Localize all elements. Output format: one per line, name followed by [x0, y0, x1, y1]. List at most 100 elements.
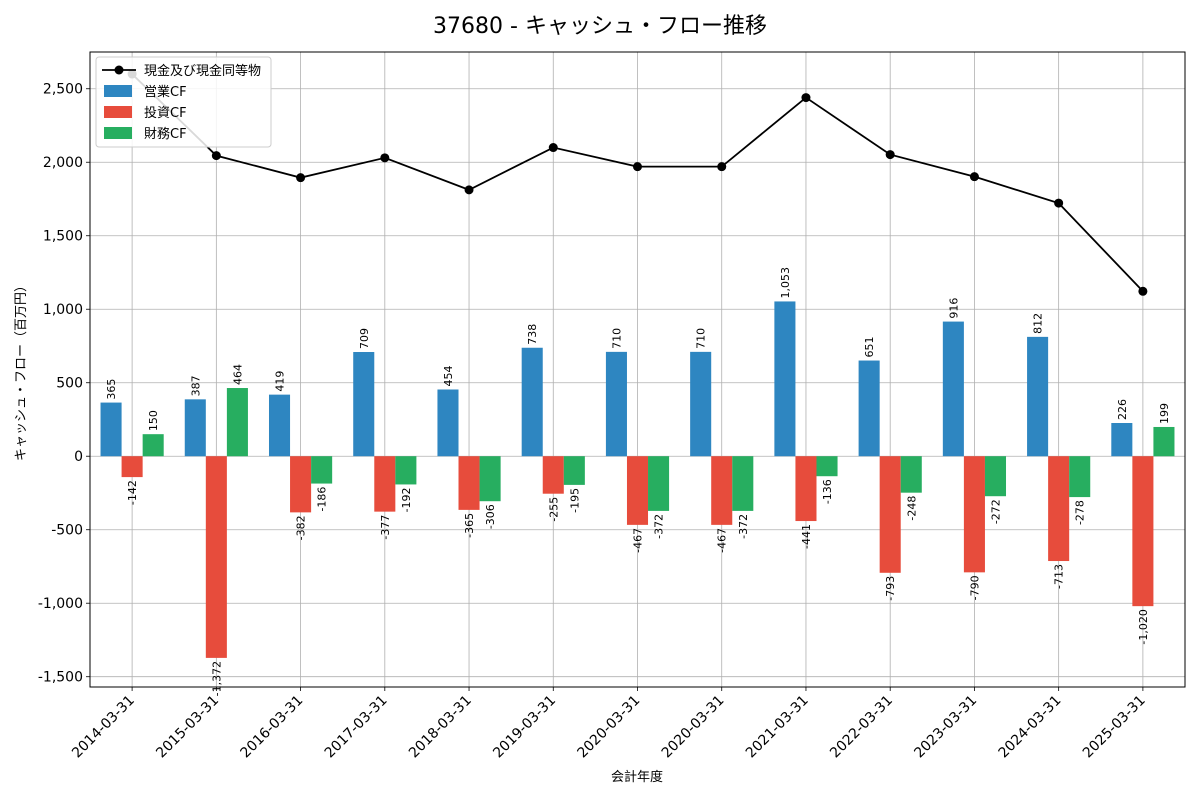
bar-value-label: -192 — [400, 487, 413, 512]
bar — [816, 456, 838, 477]
bar — [900, 456, 922, 493]
y-tick-label: -1,000 — [38, 596, 83, 612]
bar — [732, 456, 754, 511]
bar — [311, 456, 333, 484]
bar — [458, 456, 480, 510]
bar — [521, 347, 543, 457]
bar-value-label: 1,053 — [779, 267, 792, 299]
bar-value-label: -1,020 — [1137, 609, 1150, 644]
bar-value-label: -382 — [295, 515, 308, 540]
cash-line-point — [380, 153, 390, 163]
bar-value-label: -272 — [989, 499, 1002, 524]
bar-value-label: -377 — [379, 515, 392, 540]
x-tick-label: 2020-03-31 — [659, 693, 728, 762]
bar — [395, 456, 417, 485]
bar — [626, 456, 649, 525]
bar-value-label: -248 — [905, 496, 918, 521]
bar-value-label: 419 — [274, 371, 287, 392]
x-tick-label: 2017-03-31 — [322, 693, 391, 762]
bar — [563, 456, 585, 485]
y-tick-label: 2,500 — [43, 82, 83, 98]
bar — [605, 351, 627, 457]
x-tick-label: 2024-03-31 — [996, 693, 1065, 762]
bar-value-label: -136 — [821, 479, 834, 504]
bar-value-label: 387 — [189, 375, 202, 396]
legend-marker-swatch — [114, 65, 124, 75]
bar-value-label: -713 — [1053, 564, 1066, 589]
bar-value-label: -142 — [126, 480, 139, 505]
y-tick-label: 1,000 — [43, 302, 83, 318]
bar-value-label: -467 — [716, 528, 729, 553]
bar-value-label: -1,372 — [210, 661, 223, 696]
bar — [226, 388, 248, 457]
y-tick-label: 2,000 — [43, 155, 83, 171]
bar — [268, 394, 291, 457]
x-axis: 2014-03-31 2015-03-31 2016-03-31 2017-03-31… — [69, 687, 1149, 761]
x-tick-label: 2025-03-31 — [1080, 693, 1149, 762]
cash-line-point — [633, 162, 642, 172]
bar — [1111, 423, 1133, 457]
x-tick-label: 2019-03-31 — [490, 693, 559, 762]
cash-line-point — [548, 143, 558, 153]
bar — [142, 434, 164, 457]
bars-layer: 365 387 419 709 454 738 710 710 1,053 651 916 812 22… — [100, 267, 1175, 696]
cash-line-point — [801, 93, 811, 103]
bar-value-label: 365 — [105, 379, 118, 400]
bar-value-label: -186 — [316, 487, 329, 512]
legend-bar-swatch — [104, 127, 132, 139]
x-tick-label: 2015-03-31 — [153, 693, 222, 762]
x-tick-label: 2020-03-31 — [574, 693, 643, 762]
chart-title: 37680 - キャッシュ・フロー推移 — [433, 14, 767, 39]
bar — [648, 456, 670, 511]
y-tick-label: 1,500 — [43, 229, 83, 245]
bar — [984, 456, 1007, 497]
cash-line-point — [885, 150, 895, 160]
cash-line-layer — [127, 69, 1148, 296]
bar-value-label: 916 — [947, 298, 960, 319]
bar-value-label: 710 — [695, 328, 708, 349]
bar-value-label: -790 — [968, 575, 981, 600]
bar-value-label: -372 — [653, 514, 666, 539]
cash-line-point — [1138, 286, 1148, 296]
bar-value-label: 738 — [526, 324, 539, 345]
bar — [1132, 456, 1154, 607]
x-tick-label: 2014-03-31 — [69, 693, 138, 762]
bar — [1027, 336, 1049, 457]
bar-value-label: 709 — [358, 328, 371, 349]
bar-value-label: -793 — [884, 576, 897, 601]
cash-line-point — [296, 173, 306, 183]
bar-value-label: 150 — [147, 410, 160, 431]
bar-value-label: -306 — [484, 504, 497, 529]
y-axis: -1,500 -1,000 -500 0 500 1,000 1,500 2,000 2,500 — [38, 82, 90, 686]
legend-entry: 営業CF — [144, 84, 187, 100]
bar-value-label: 710 — [610, 328, 623, 349]
bar-value-label: -195 — [568, 488, 581, 513]
bar-value-label: 464 — [231, 364, 244, 385]
y-tick-label: -500 — [51, 523, 83, 539]
y-tick-label: -1,500 — [38, 670, 83, 686]
bar — [795, 456, 817, 522]
bar — [711, 456, 733, 525]
bar-value-label: 812 — [1032, 313, 1045, 334]
bar — [858, 360, 880, 457]
bar-value-label: -441 — [800, 524, 813, 549]
bar-value-label: -278 — [1074, 500, 1087, 525]
bar-value-label: -255 — [547, 497, 560, 522]
bar-value-label: 199 — [1158, 403, 1171, 424]
bar — [184, 399, 206, 457]
x-tick-label: 2023-03-31 — [911, 693, 980, 762]
x-tick-label: 2016-03-31 — [238, 693, 307, 762]
x-tick-label: 2022-03-31 — [827, 693, 896, 762]
bar — [774, 301, 796, 457]
bar — [879, 456, 901, 573]
legend-bar-swatch — [104, 85, 132, 97]
bar-value-label: -467 — [632, 528, 645, 553]
bar — [1153, 426, 1175, 457]
bar-value-label: -365 — [463, 513, 476, 538]
y-tick-label: 0 — [74, 449, 83, 465]
bar — [374, 456, 396, 512]
bar — [437, 389, 459, 457]
bar-value-label: -372 — [737, 514, 750, 539]
